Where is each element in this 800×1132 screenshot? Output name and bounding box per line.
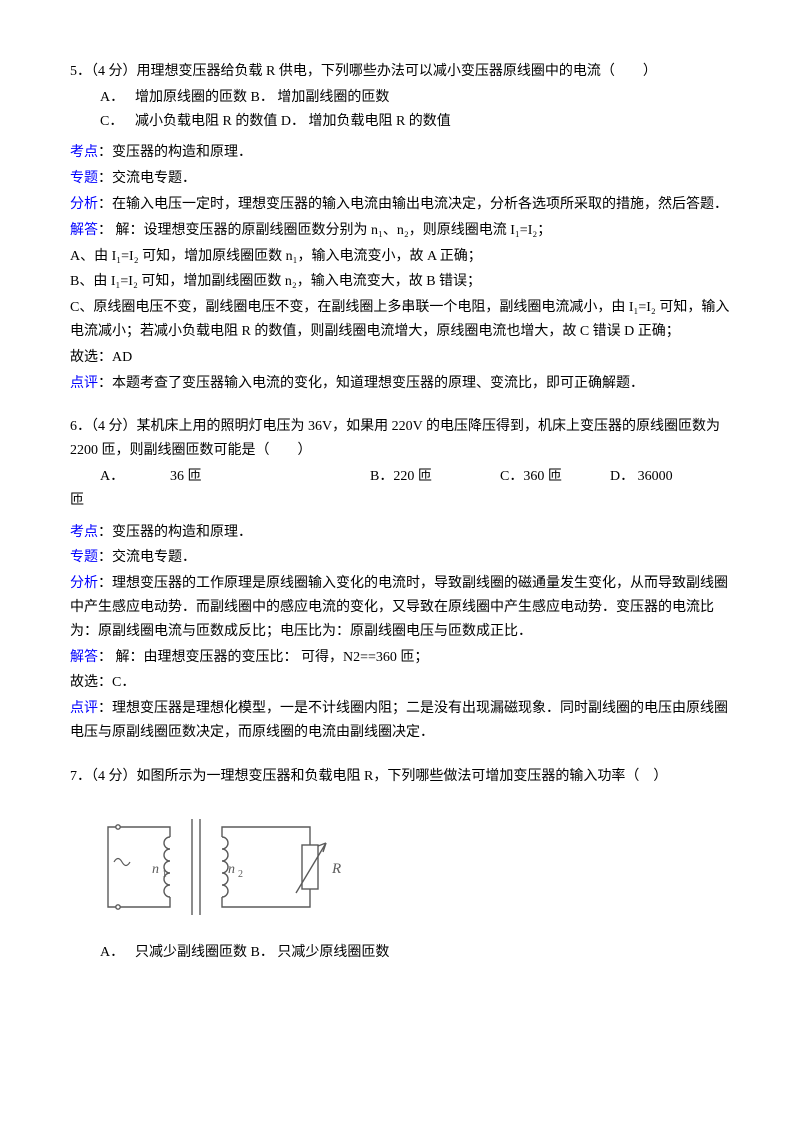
zhuanti-label: 专题 [70,550,98,565]
dianping-label: 点评 [70,701,98,716]
q6-options: A． 36 匝 B．220 匝 C．360 匝 D． 36000 [70,465,730,489]
fenxi-label: 分析 [70,197,98,212]
q5-kaodian: 考点：变压器的构造和原理． [70,141,730,165]
q6-fenxi: 分析：理想变压器的工作原理是原线圈输入变化的电流时，导致副线圈的磁通量发生变化，… [70,572,730,643]
q5-jieda: 解答： 解：设理想变压器的原副线圈匝数分别为 n₁、n₂，则原线圈电流 I₁=I… [70,219,730,243]
fenxi-text: ：在输入电压一定时，理想变压器的输入电流由输出电流决定，分析各选项所采取的措施，… [98,197,728,212]
n1-sub: 1 [162,869,167,880]
fenxi-label: 分析 [70,576,98,591]
fenxi-text: ：理想变压器的工作原理是原线圈输入变化的电流时，导致副线圈的磁通量发生变化，从而… [70,576,728,639]
kaodian-label: 考点 [70,145,98,160]
jieda-text: ： 解：设理想变压器的原副线圈匝数分别为 n₁、n₂，则原线圈电流 I₁=I₂； [98,223,551,238]
q7-options: A． 只减少副线圈匝数 B． 只减少原线圈匝数 [70,941,730,965]
q6-guxuan: 故选：C． [70,671,730,695]
q5-opt-a-label: A． [70,86,135,110]
n2-sub: 2 [238,869,243,880]
q6-opt-a-text: 36 匝 [170,465,370,489]
q5-stem: 5．（4 分）用理想变压器给负载 R 供电，下列哪些办法可以减小变压器原线圈中的… [70,60,730,84]
q5-line-b: B、由 I₁=I₂ 可知，增加副线圈匝数 n₂，输入电流变大，故 B 错误； [70,270,730,294]
q5-options: A． 增加原线圈的匝数 B． 增加副线圈的匝数 C． 减小负载电阻 R 的数值 … [70,86,730,134]
question-6: 6．（4 分）某机床上用的照明灯电压为 36V，如果用 220V 的电压降压得到… [70,415,730,744]
kaodian-text: ：变压器的构造和原理． [98,525,252,540]
zhuanti-text: ：交流电专题． [98,171,196,186]
dianping-text: ：本题考查了变压器输入电流的变化，知道理想变压器的原理、变流比，即可正确解题． [98,376,644,391]
q6-stem: 6．（4 分）某机床上用的照明灯电压为 36V，如果用 220V 的电压降压得到… [70,415,730,463]
n1-label: n [152,862,159,877]
question-5: 5．（4 分）用理想变压器给负载 R 供电，下列哪些办法可以减小变压器原线圈中的… [70,60,730,395]
q7-figure: n 1 n 2 R [100,797,730,937]
zhuanti-label: 专题 [70,171,98,186]
q5-fenxi: 分析：在输入电压一定时，理想变压器的输入电流由输出电流决定，分析各选项所采取的措… [70,193,730,217]
kaodian-text: ：变压器的构造和原理． [98,145,252,160]
q5-guxuan: 故选：AD [70,346,730,370]
q6-opt-b: B．220 匝 [370,465,500,489]
question-7: 7．（4 分）如图所示为一理想变压器和负载电阻 R，下列哪些做法可增加变压器的输… [70,765,730,965]
jieda-label: 解答 [70,223,98,238]
q7-opt-a-text: 只减少副线圈匝数 B． 只减少原线圈匝数 [135,941,730,965]
q6-jieda: 解答： 解：由理想变压器的变压比： 可得，N2==360 匝； [70,646,730,670]
dianping-text: ：理想变压器是理想化模型，一是不计线圈内阻；二是没有出现漏磁现象．同时副线圈的电… [70,701,728,740]
q5-dianping: 点评：本题考查了变压器输入电流的变化，知道理想变压器的原理、变流比，即可正确解题… [70,372,730,396]
dianping-label: 点评 [70,376,98,391]
q6-opt-d2: 匝 [70,489,730,513]
jieda-text: ： 解：由理想变压器的变压比： 可得，N2==360 匝； [98,650,428,665]
transformer-diagram-icon: n 1 n 2 R [100,797,370,937]
q7-opt-a-label: A． [70,941,135,965]
q6-opt-c: C．360 匝 [500,465,610,489]
q5-line-c: C、原线圈电压不变，副线圈电压不变，在副线圈上多串联一个电阻，副线圈电流减小，由… [70,296,730,344]
q6-opt-d: D． 36000 [610,465,673,489]
q6-kaodian: 考点：变压器的构造和原理． [70,521,730,545]
q6-opt-a-label: A． [70,465,170,489]
zhuanti-text: ：交流电专题． [98,550,196,565]
r-label: R [331,861,341,877]
q5-zhuanti: 专题：交流电专题． [70,167,730,191]
kaodian-label: 考点 [70,525,98,540]
q7-stem: 7．（4 分）如图所示为一理想变压器和负载电阻 R，下列哪些做法可增加变压器的输… [70,765,730,789]
jieda-label: 解答 [70,650,98,665]
q5-opt-a-text: 增加原线圈的匝数 B． 增加副线圈的匝数 [135,86,730,110]
q5-opt-c-label: C． [70,110,135,134]
n2-label: n [228,862,235,877]
q6-dianping: 点评：理想变压器是理想化模型，一是不计线圈内阻；二是没有出现漏磁现象．同时副线圈… [70,697,730,745]
q5-line-a: A、由 I₁=I₂ 可知，增加原线圈匝数 n₁，输入电流变小，故 A 正确； [70,245,730,269]
q6-zhuanti: 专题：交流电专题． [70,546,730,570]
q5-opt-c-text: 减小负载电阻 R 的数值 D． 增加负载电阻 R 的数值 [135,110,730,134]
